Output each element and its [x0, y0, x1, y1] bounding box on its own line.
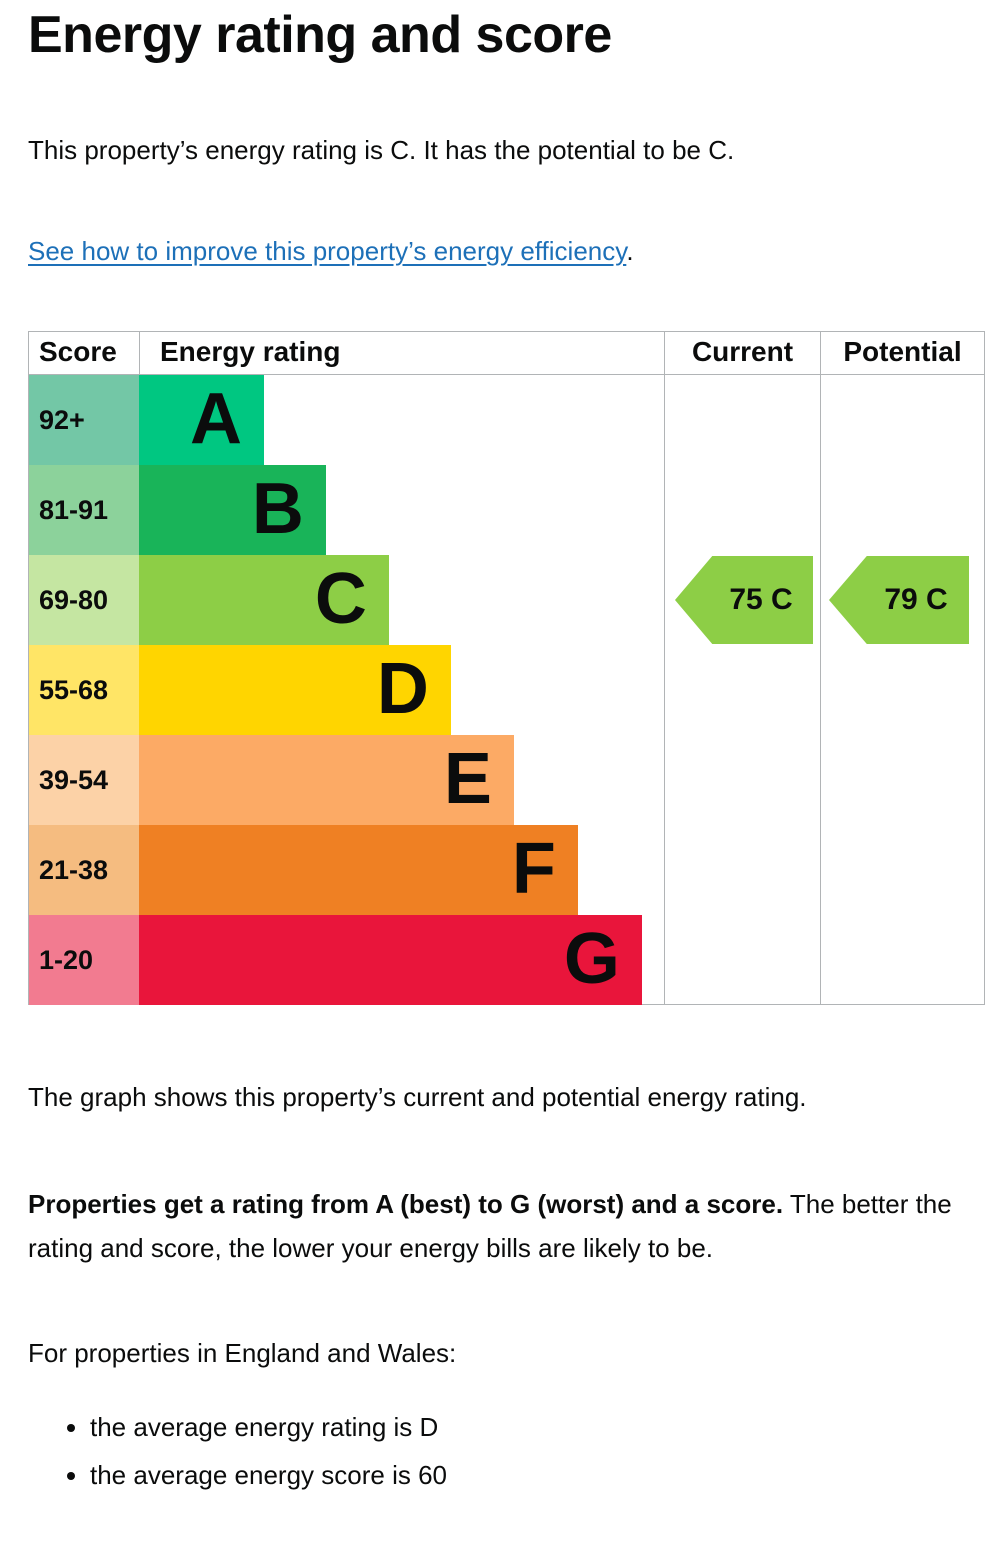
current-rating-column: 75 C: [664, 375, 820, 1005]
band-row-g: 1-20 G: [29, 915, 664, 1006]
column-header-potential: Potential: [820, 332, 984, 375]
band-row-c: 69-80 C: [29, 555, 664, 646]
band-row-a: 92+ A: [29, 375, 664, 466]
band-bar-b: B: [139, 465, 326, 556]
chart-header-row: Score Energy rating Current Potential: [29, 332, 984, 375]
average-score-item: the average energy score is 60: [90, 1459, 972, 1493]
column-header-score: Score: [39, 336, 117, 368]
band-bar-g: G: [139, 915, 642, 1006]
rating-explanation-rest: The better the rating and score, the low…: [28, 1188, 952, 1263]
band-row-b: 81-91 B: [29, 465, 664, 556]
potential-rating-column: 79 C: [820, 375, 984, 1005]
chart-caption: The graph shows this property’s current …: [28, 1082, 807, 1113]
rating-explanation: Properties get a rating from A (best) to…: [28, 1183, 972, 1270]
band-bar-f: F: [139, 825, 578, 916]
score-range-a: 92+: [29, 375, 139, 466]
band-row-d: 55-68 D: [29, 645, 664, 736]
regional-heading: For properties in England and Wales:: [28, 1338, 457, 1369]
score-range-d: 55-68: [29, 645, 139, 736]
potential-rating-arrow: 79 C: [829, 556, 969, 645]
column-header-energy-rating: Energy rating: [139, 332, 664, 375]
score-range-f: 21-38: [29, 825, 139, 916]
band-bar-c: C: [139, 555, 389, 646]
score-range-e: 39-54: [29, 735, 139, 826]
score-range-g: 1-20: [29, 915, 139, 1006]
band-bar-d: D: [139, 645, 451, 736]
band-row-f: 21-38 F: [29, 825, 664, 916]
score-range-c: 69-80: [29, 555, 139, 646]
column-header-current: Current: [664, 332, 820, 375]
rating-bands: 92+ A 81-91 B 69-80 C 55-68 D 39-54: [29, 375, 664, 1006]
improve-link-line: See how to improve this property’s energ…: [28, 236, 972, 267]
average-facts-list: the average energy rating is D the avera…: [28, 1411, 972, 1493]
page-title: Energy rating and score: [28, 6, 612, 64]
rating-summary-text: This property’s energy rating is C. It h…: [28, 135, 735, 166]
rating-explanation-bold: Properties get a rating from A (best) to…: [28, 1188, 784, 1219]
link-period: .: [626, 236, 634, 267]
chart-body: 92+ A 81-91 B 69-80 C 55-68 D 39-54: [29, 374, 984, 1006]
average-rating-item: the average energy rating is D: [90, 1411, 972, 1445]
band-bar-e: E: [139, 735, 514, 826]
band-row-e: 39-54 E: [29, 735, 664, 826]
energy-rating-chart: Score Energy rating Current Potential 92…: [28, 331, 985, 1006]
band-bar-a: A: [139, 375, 264, 466]
current-rating-arrow: 75 C: [675, 556, 813, 645]
improve-efficiency-link[interactable]: See how to improve this property’s energ…: [28, 236, 627, 267]
score-range-b: 81-91: [29, 465, 139, 556]
